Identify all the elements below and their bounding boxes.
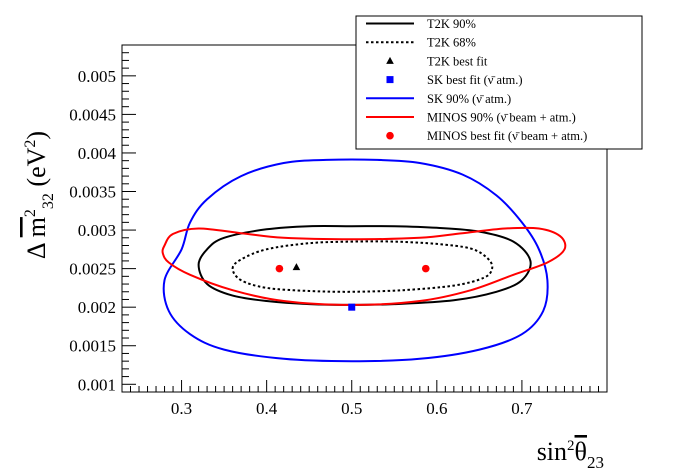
y-tick-label: 0.001 — [78, 375, 116, 394]
x-tick-label: 0.3 — [171, 399, 192, 418]
x-axis-title: sin2θ23 — [537, 437, 604, 472]
axis-ticks: 0.3 0.4 0.5 0.6 0.7 0.001 0.0015 0.002 0.0025 0.0… — [69, 44, 608, 418]
legend-label: SK best fit (ν̄ atm.) — [427, 73, 523, 87]
legend-entry: SK 90% (ν̄ atm.) — [366, 92, 511, 106]
legend-entry: T2K 68% — [366, 36, 476, 50]
y-tick-label: 0.0015 — [69, 337, 116, 356]
y-tick-label: 0.0035 — [69, 183, 116, 202]
legend-marker-swatch — [386, 131, 394, 140]
legend-label: SK 90% (ν̄ atm.) — [427, 92, 511, 106]
x-tick-label: 0.7 — [511, 399, 533, 418]
y-tick-label: 0.0045 — [69, 105, 116, 124]
legend-label: MINOS 90% (ν̄ beam + atm.) — [427, 111, 576, 125]
y-axis-title: Δ m232 (eV2) — [22, 131, 57, 259]
legend-label: T2K best fit — [427, 54, 488, 68]
contours — [161, 158, 567, 363]
y-tick-label: 0.005 — [78, 67, 116, 86]
legend-entry: T2K 90% — [366, 17, 476, 31]
marker-minos-best-fit-b — [421, 264, 430, 273]
y-tick-label: 0.004 — [78, 144, 117, 163]
marker-t2k-best-fit — [292, 263, 301, 271]
y-tick-label: 0.003 — [78, 221, 116, 240]
x-tick-label: 0.6 — [426, 399, 447, 418]
x-tick-label: 0.5 — [341, 399, 362, 418]
legend-entry: SK best fit (ν̄ atm.) — [386, 73, 523, 87]
legend-entry: MINOS 90% (ν̄ beam + atm.) — [366, 111, 576, 125]
legend-box — [355, 15, 643, 150]
legend-marker-swatch — [386, 56, 394, 64]
legend-entry: T2K best fit — [386, 54, 488, 68]
y-tick-label: 0.002 — [78, 298, 116, 317]
legend-entry: MINOS best fit (ν̄ beam + atm.) — [386, 129, 587, 143]
marker-sk-best-fit-atm — [348, 303, 356, 311]
legend-label: MINOS best fit (ν̄ beam + atm.) — [427, 129, 587, 143]
legend: T2K 90% T2K 68% T2K best fit SK best fit (ν… — [355, 15, 643, 150]
marker-minos-best-fit-a — [275, 264, 284, 273]
legend-label: T2K 90% — [427, 17, 476, 31]
contour-t2k-68 — [231, 240, 494, 293]
legend-marker-swatch — [386, 76, 394, 84]
contour-sk-90-atm — [162, 158, 549, 363]
legend-label: T2K 68% — [427, 36, 476, 50]
x-tick-label: 0.4 — [256, 399, 278, 418]
contour-minos-90-beam-atm — [161, 226, 567, 306]
contour-t2k-90 — [197, 224, 532, 306]
y-tick-label: 0.0025 — [69, 260, 116, 279]
best-fit-markers — [275, 263, 430, 311]
